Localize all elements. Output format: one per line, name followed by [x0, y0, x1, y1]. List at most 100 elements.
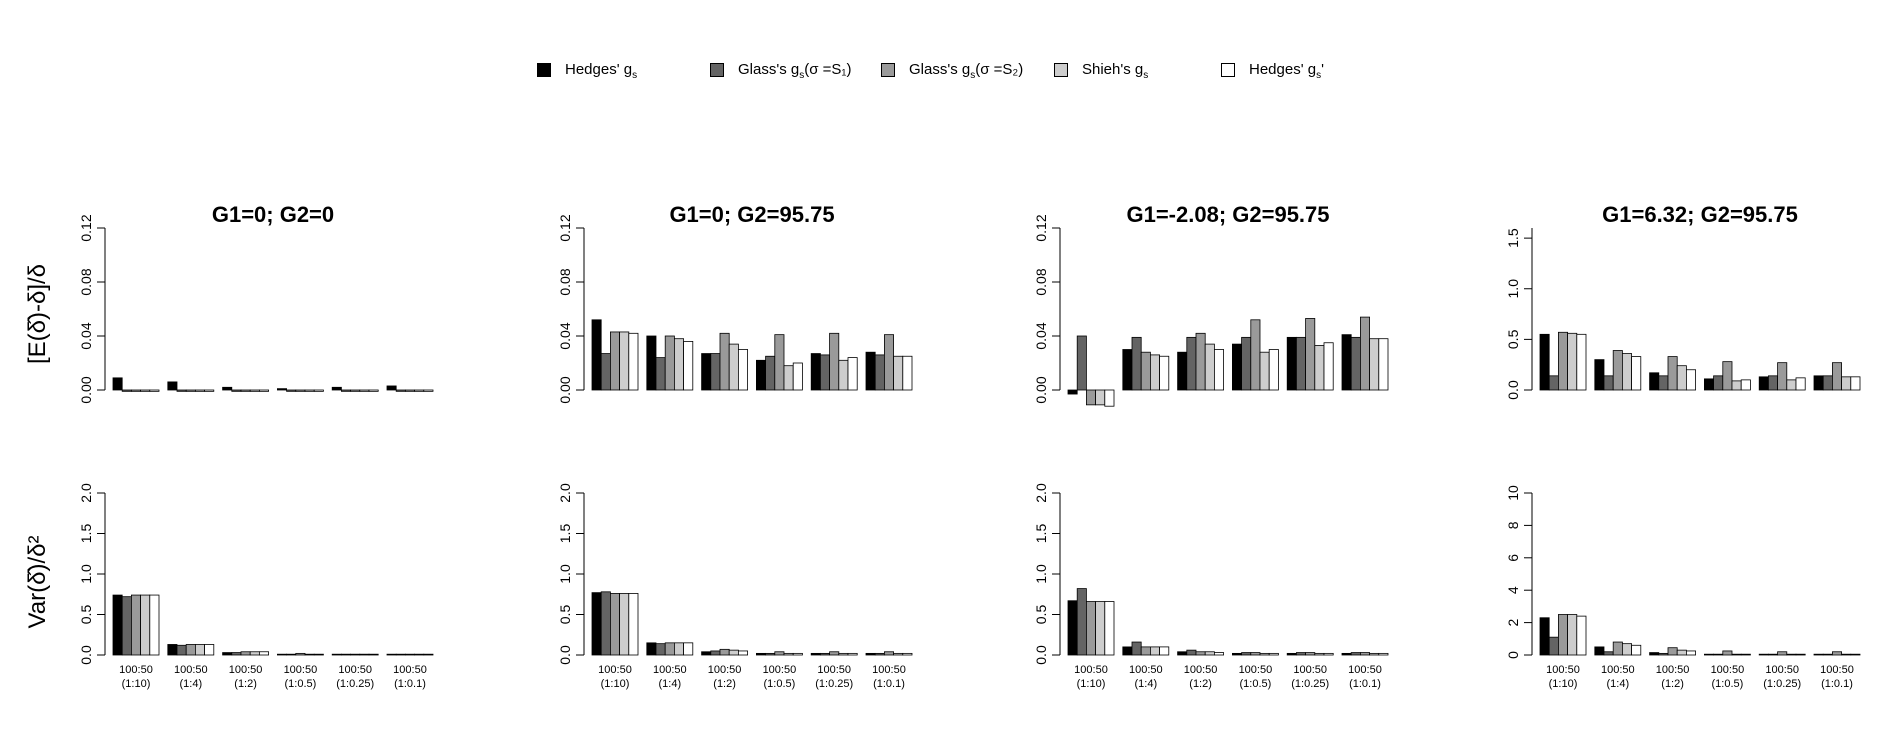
bar: [1567, 614, 1578, 656]
bar: [756, 359, 767, 391]
bar: [1296, 336, 1307, 391]
bar: [1268, 652, 1279, 656]
bar: [249, 389, 260, 392]
bar: [1676, 365, 1687, 391]
bar: [1296, 652, 1307, 656]
bar: [1177, 351, 1188, 391]
x-tick-label: (1:0.25): [336, 678, 374, 690]
x-tick-label: 100:50: [119, 664, 153, 676]
x-tick-label: (1:2): [234, 678, 257, 690]
y-tick-label: 0.5: [1033, 605, 1049, 625]
bar: [1140, 646, 1151, 656]
chart-title: G1=0; G2=0: [212, 202, 334, 227]
x-tick-label: (1:0.1): [1821, 678, 1853, 690]
bar: [792, 362, 803, 391]
bar: [646, 335, 657, 391]
x-tick-label: 100:50: [598, 664, 632, 676]
bar: [204, 389, 215, 392]
bar: [1631, 644, 1642, 656]
y-tick-label: 6: [1505, 554, 1521, 562]
bar: [1095, 389, 1106, 406]
y-tick-label: 2.0: [1033, 483, 1049, 503]
bar: [204, 644, 215, 656]
bar: [1676, 649, 1687, 656]
bar: [149, 389, 160, 392]
bar: [1232, 343, 1243, 391]
y-tick-label: 2.0: [78, 483, 94, 503]
legend-suffix: (σ =S₁): [804, 61, 852, 78]
bar: [258, 389, 269, 392]
bar: [1777, 651, 1788, 656]
bar: [1841, 376, 1852, 391]
bar: [1241, 336, 1252, 391]
bar: [774, 334, 785, 391]
bar: [1795, 653, 1806, 656]
bar: [1612, 350, 1623, 391]
x-tick-label: (1:4): [658, 678, 681, 690]
bar: [1567, 332, 1578, 391]
x-tick-label: 100:50: [229, 664, 263, 676]
bar: [1658, 375, 1669, 391]
bar: [902, 652, 913, 656]
bar: [140, 594, 151, 656]
bar: [865, 652, 876, 656]
bar: [1305, 318, 1316, 391]
bar: [774, 651, 785, 656]
x-tick-label: (1:0.1): [394, 678, 426, 690]
bar: [728, 649, 739, 656]
legend-item-glass-s1: Glass's gs(σ =S₁): [710, 60, 852, 81]
x-tick-label: (1:2): [1661, 678, 1684, 690]
bar: [222, 652, 233, 656]
legend: Hedges' gs Glass's gs(σ =S₁) Glass's gs(…: [537, 60, 1437, 81]
bar: [1576, 615, 1587, 656]
bar: [1323, 342, 1334, 391]
bar: [1777, 362, 1788, 391]
bar: [1314, 652, 1325, 656]
y-tick-label: 2: [1505, 618, 1521, 626]
x-tick-label: 100:50: [763, 664, 797, 676]
bar: [1086, 601, 1097, 656]
bar: [1704, 653, 1715, 656]
legend-label: Hedges' g: [565, 61, 633, 79]
bar: [1214, 652, 1225, 656]
x-tick-label: 100:50: [338, 664, 372, 676]
bar: [1740, 653, 1751, 656]
bar: [874, 354, 885, 391]
legend-swatch: [537, 63, 551, 78]
bar: [1369, 338, 1380, 391]
y-tick-label: 1.5: [78, 524, 94, 544]
legend-item-glass-s2: Glass's gs(σ =S₂): [881, 60, 1024, 81]
bar: [884, 651, 895, 656]
bar: [1076, 588, 1087, 656]
y-tick-label: 0.08: [1033, 268, 1049, 295]
bar: [1067, 389, 1078, 395]
bar: [710, 650, 721, 656]
legend-sub: s: [1143, 70, 1149, 81]
legend-item-hedges: Hedges' gs: [537, 60, 637, 81]
chart-title: G1=-2.08; G2=95.75: [1126, 202, 1329, 227]
bar: [728, 343, 739, 391]
bar: [600, 591, 611, 656]
bar: [176, 644, 187, 656]
bar: [1369, 652, 1380, 656]
bar: [1350, 652, 1361, 656]
bar: [331, 386, 342, 391]
bar: [1150, 646, 1161, 656]
x-tick-label: 100:50: [1765, 664, 1799, 676]
x-tick-label: 100:50: [1074, 664, 1108, 676]
bar: [340, 389, 351, 392]
bar: [176, 389, 187, 392]
y-tick-label: 1.5: [557, 524, 573, 544]
bar: [395, 653, 406, 656]
bar: [1195, 332, 1206, 391]
bar: [783, 652, 794, 656]
bar: [350, 653, 361, 656]
bar: [1177, 651, 1188, 656]
bar: [719, 332, 730, 391]
bar: [1259, 351, 1270, 391]
y-tick-label: 0.0: [1033, 645, 1049, 665]
legend-suffix: (σ =S₂): [975, 61, 1024, 78]
bar: [1686, 650, 1697, 656]
bar: [783, 365, 794, 391]
bar: [1850, 376, 1861, 391]
